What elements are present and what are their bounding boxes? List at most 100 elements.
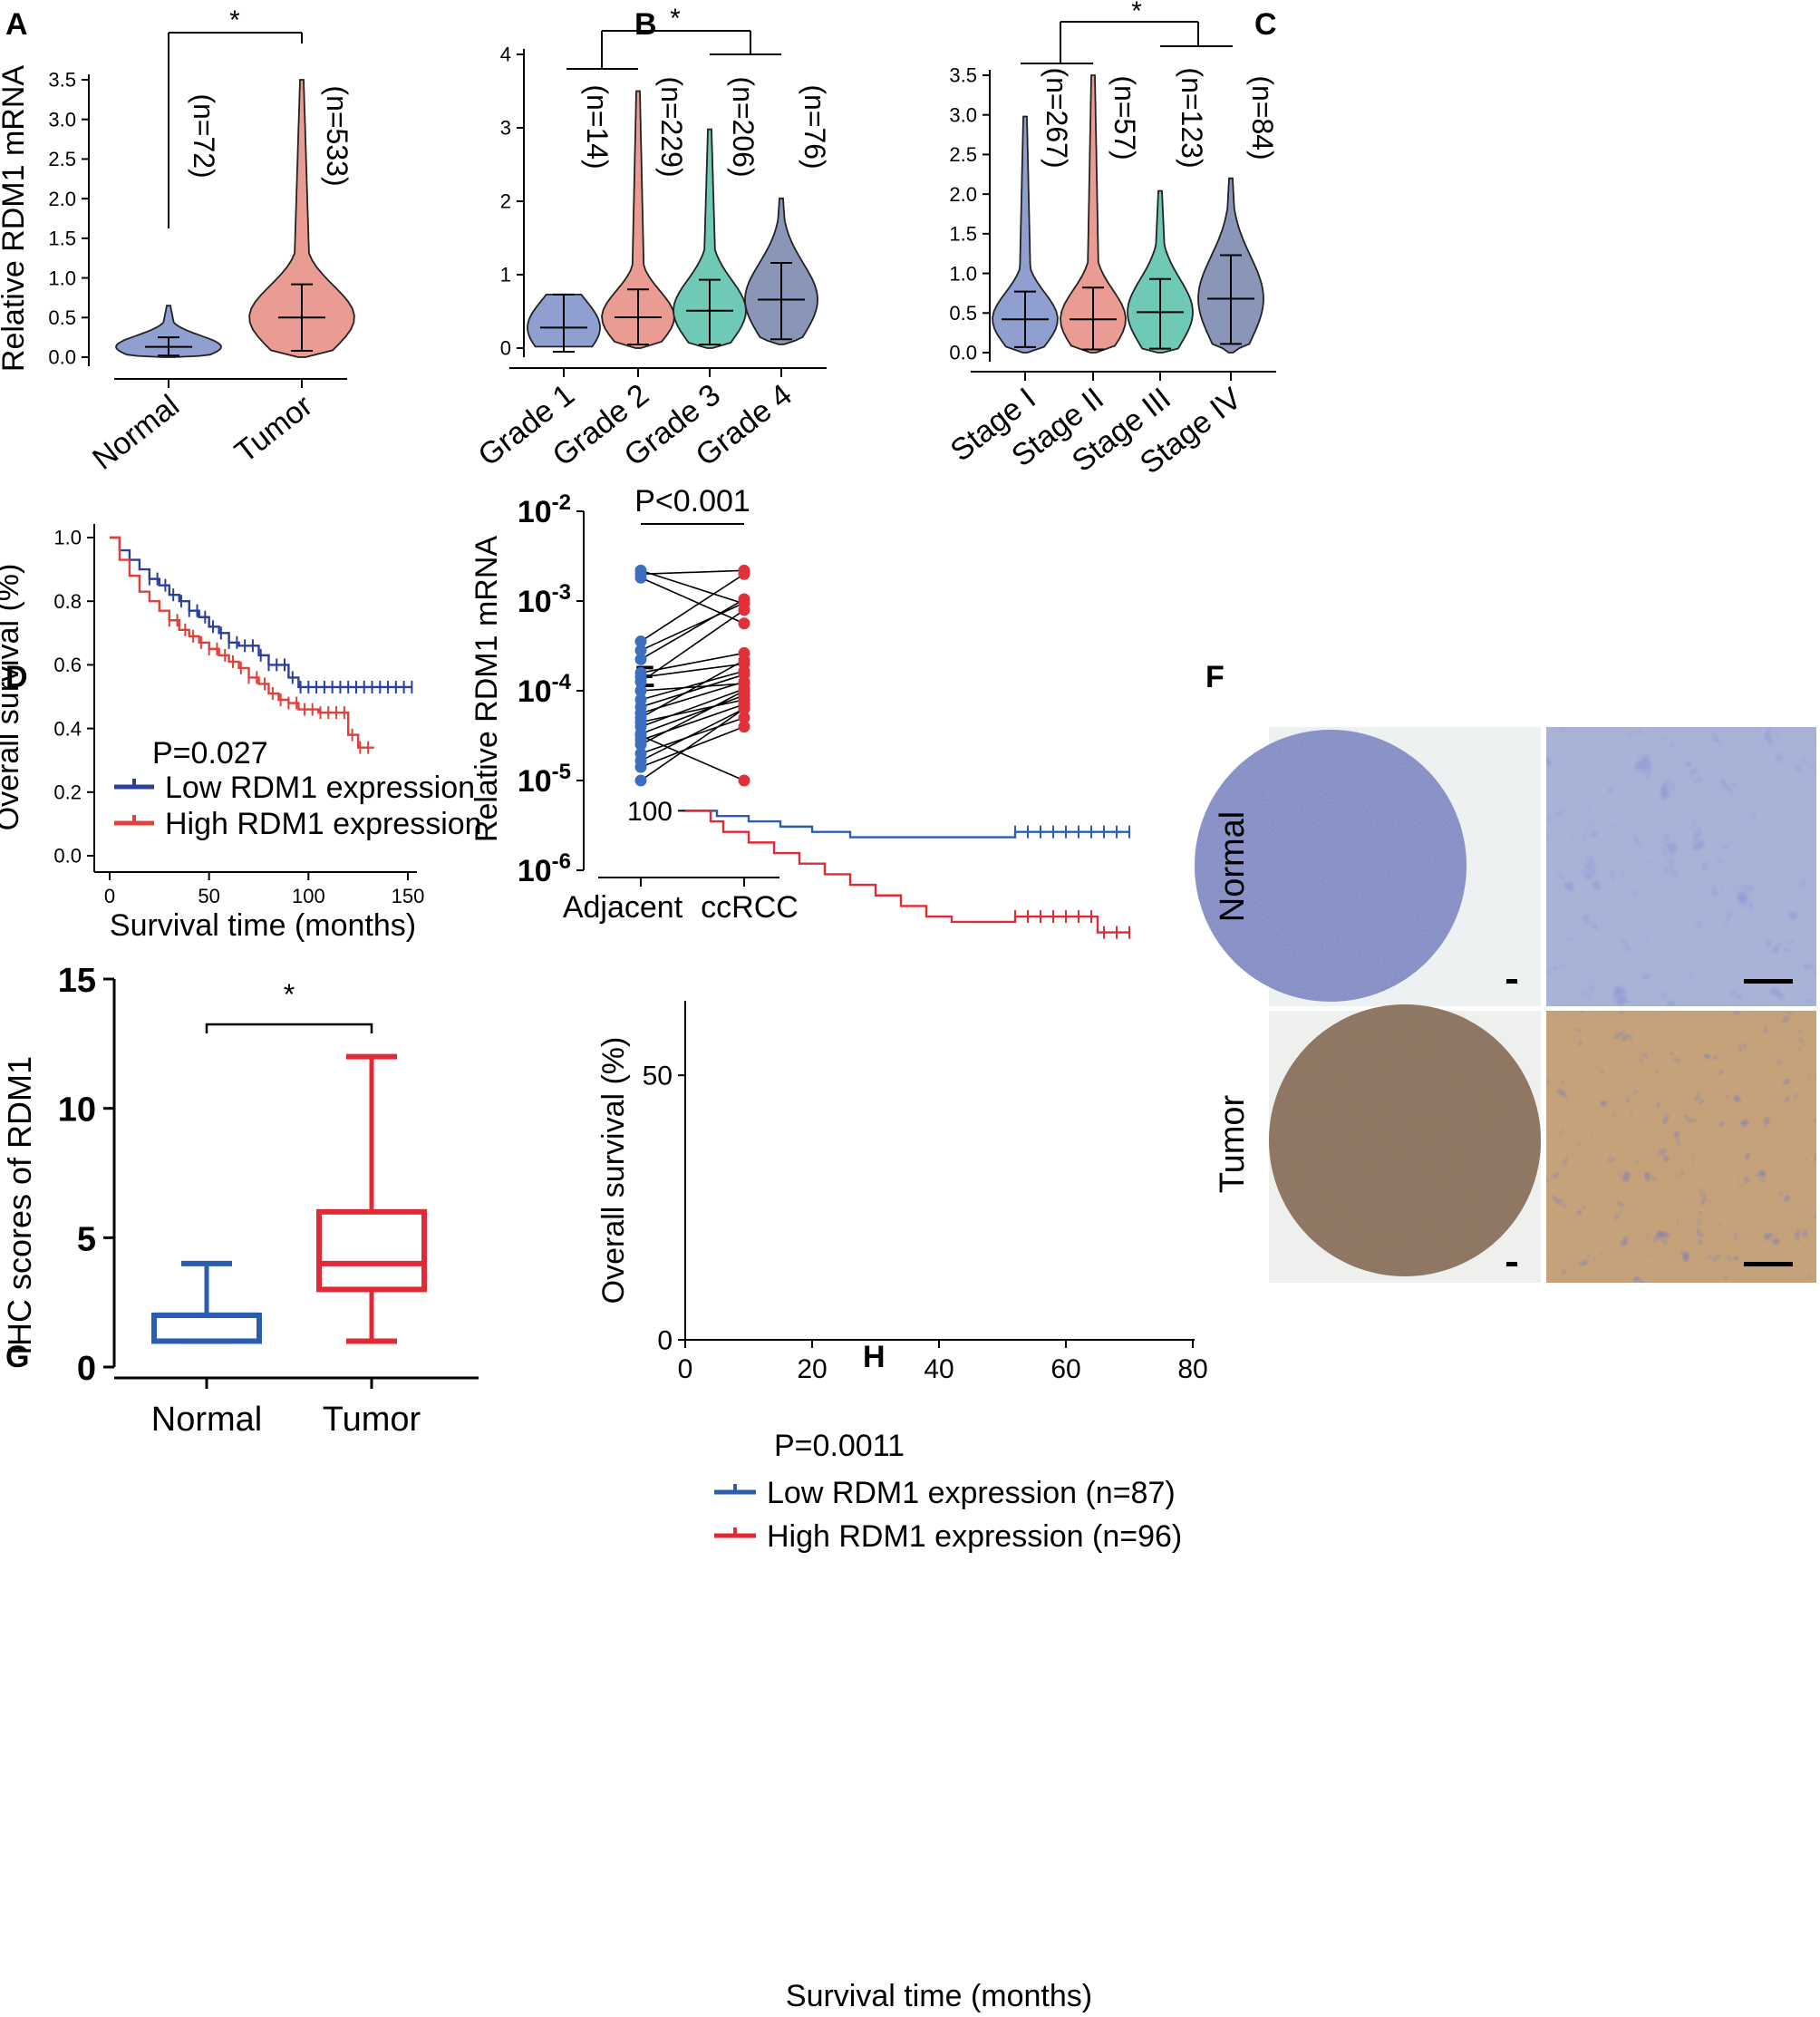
violin-2 xyxy=(248,79,355,358)
box-1 xyxy=(151,1312,262,1344)
legend-label-1: Low RDM1 expression (n=87) xyxy=(767,1476,1176,1510)
p-value-annotation: P=0.0011 xyxy=(774,1429,905,1463)
survival-curve-1 xyxy=(110,536,412,689)
ihc-row-label-normal: Normal xyxy=(1214,811,1252,922)
y-tick-label: 1.5 xyxy=(48,228,76,250)
ccrcc-point xyxy=(738,774,750,787)
pair-line xyxy=(640,734,745,781)
p-value-annotation: P<0.001 xyxy=(634,484,750,519)
pair-line xyxy=(640,569,745,605)
y-tick-label: 3.5 xyxy=(949,64,977,87)
panel-h-survival-chart: 0 50 100 0 20 40 60 80 Survival time (months) Ove… xyxy=(596,797,1208,2013)
y-tick-label: 5 xyxy=(77,1220,96,1258)
ihc-row-label-tumor: Tumor xyxy=(1214,1094,1252,1193)
n-label: (n=229) xyxy=(655,76,688,177)
significance-star: * xyxy=(670,4,681,34)
y-tick-label: 0.2 xyxy=(53,781,82,804)
y-tick-label: 0.5 xyxy=(949,302,977,325)
y-tick-label: 10-3 xyxy=(518,580,571,619)
ccrcc-point xyxy=(738,654,750,666)
pair-line xyxy=(640,659,745,719)
legend-label-2: High RDM1 expression xyxy=(165,807,482,841)
ccrcc-point xyxy=(738,712,750,724)
scale-bar xyxy=(1744,1262,1793,1266)
y-axis-title: Relative RDM1 mRNA xyxy=(470,536,504,842)
ccrcc-point xyxy=(738,703,750,715)
survival-curve-2 xyxy=(110,536,374,749)
x-tick-label: 0 xyxy=(678,1354,693,1384)
adjacent-point xyxy=(634,571,647,584)
panel-f-ihc-images: Normal Tumor xyxy=(1195,727,1816,1283)
pair-line xyxy=(640,708,745,781)
ccrcc-point xyxy=(738,684,750,697)
scale-bar xyxy=(1506,979,1517,984)
y-axis-title: Overall survival (%) xyxy=(596,1037,631,1304)
significance-bracket xyxy=(205,1023,373,1033)
y-tick-label: 3.5 xyxy=(48,69,76,92)
panel-label-f: F xyxy=(1205,660,1225,694)
box-2 xyxy=(316,1208,427,1293)
y-axis-title: Overall survival (%) xyxy=(0,564,25,831)
x-axis-title: Survival time (months) xyxy=(110,908,416,943)
violin-1 xyxy=(115,305,222,358)
n-label: (n=84) xyxy=(1246,75,1279,160)
ccrcc-point xyxy=(738,593,750,606)
y-tick-label: 3.0 xyxy=(48,108,76,131)
y-tick-label: 15 xyxy=(58,962,96,1000)
y-tick-label: 50 xyxy=(643,1062,673,1091)
x-tick-label: 50 xyxy=(198,885,219,907)
adjacent-point xyxy=(634,774,647,787)
n-label: (n=72) xyxy=(188,93,220,178)
n-label: (n=76) xyxy=(799,84,831,169)
y-tick-label: 0.6 xyxy=(53,654,82,676)
y-tick-label: 0 xyxy=(500,337,511,360)
scale-bar xyxy=(1506,1262,1517,1266)
legend-label-1: Low RDM1 expression xyxy=(165,771,475,805)
y-tick-label: 2.0 xyxy=(48,188,76,210)
ccrcc-point xyxy=(738,567,750,580)
panel-e-paired-chart: 10-6 10-5 10-4 10-3 10-2 Adjacent ccRCC P<0.001… xyxy=(470,484,799,925)
y-tick-label: 2.5 xyxy=(949,143,977,166)
y-tick-label: 3.0 xyxy=(949,103,977,126)
adjacent-point xyxy=(634,653,647,665)
x-tick-label: 20 xyxy=(797,1354,827,1384)
pair-line xyxy=(640,688,745,728)
panel-label-g: G xyxy=(5,1340,29,1374)
scale-bar xyxy=(1744,979,1793,984)
y-tick-label: 100 xyxy=(627,797,673,827)
pair-line xyxy=(640,609,745,683)
ccrcc-point xyxy=(738,604,750,616)
n-label: (n=267) xyxy=(1041,67,1073,168)
ccrcc-point xyxy=(738,721,750,733)
violin-3 xyxy=(673,128,747,349)
survival-curve-2 xyxy=(685,810,1129,934)
n-label: (n=206) xyxy=(727,76,760,177)
y-tick-label: 10-4 xyxy=(518,670,572,709)
x-tick-label: Tumor xyxy=(228,388,319,470)
ccrcc-point xyxy=(738,617,750,630)
x-tick-label: Normal xyxy=(86,388,186,476)
panel-label-b: B xyxy=(634,7,657,42)
y-axis-title: IHC scores of RDM1 xyxy=(1,1056,38,1355)
significance-star: * xyxy=(229,5,240,35)
y-tick-label: 2.0 xyxy=(949,183,977,206)
adjacent-point xyxy=(634,761,647,773)
adjacent-point xyxy=(634,644,647,656)
p-value-annotation: P=0.027 xyxy=(152,736,268,771)
y-tick-label: 0.4 xyxy=(53,717,82,740)
adjacent-point xyxy=(634,738,647,751)
x-tick-label: 80 xyxy=(1177,1354,1207,1384)
panel-label-h: H xyxy=(863,1340,886,1374)
pair-line xyxy=(640,674,745,708)
y-tick-label: 10-6 xyxy=(518,849,571,888)
y-axis-title: Relative RDM1 mRNA xyxy=(0,65,31,372)
n-label: (n=14) xyxy=(581,84,614,169)
significance-star: * xyxy=(1131,0,1142,26)
x-tick-label: 100 xyxy=(292,885,325,907)
panel-label-c: C xyxy=(1254,7,1277,42)
violin-1 xyxy=(992,115,1059,354)
y-tick-label: 1.5 xyxy=(949,223,977,246)
adjacent-point xyxy=(634,675,647,688)
